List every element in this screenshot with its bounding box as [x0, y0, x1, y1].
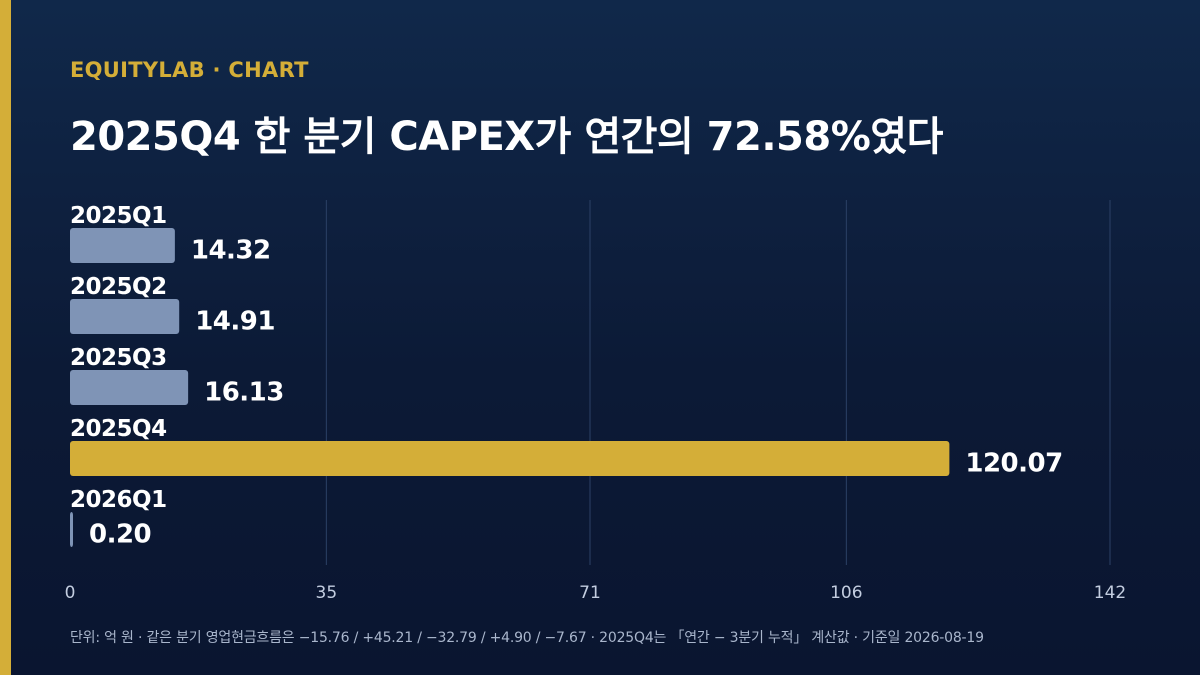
bar [70, 512, 73, 547]
chart-title: 2025Q4 한 분기 CAPEX가 연간의 72.58%였다 [70, 114, 943, 160]
bar [70, 228, 175, 263]
x-tick-label: 0 [65, 583, 76, 603]
value-label: 14.32 [191, 236, 271, 266]
x-tick-label: 106 [830, 583, 862, 603]
x-tick-label: 35 [316, 583, 338, 603]
category-label: 2026Q1 [70, 487, 167, 513]
bar [70, 299, 180, 334]
category-label: 2025Q3 [70, 345, 167, 371]
category-label: 2025Q1 [70, 203, 167, 229]
category-label: 2025Q4 [70, 416, 167, 442]
footnote: 단위: 억 원 · 같은 분기 영업현금흐름은 −15.76 / +45.21 … [70, 630, 984, 646]
value-label: 14.91 [195, 307, 275, 337]
bar [70, 441, 950, 476]
accent-stripe [0, 0, 11, 675]
value-label: 120.07 [965, 449, 1062, 479]
x-tick-label: 142 [1094, 583, 1126, 603]
category-label: 2025Q2 [70, 274, 167, 300]
x-tick-label: 71 [579, 583, 601, 603]
brand-label: EQUITYLAB · CHART [70, 58, 309, 82]
value-label: 0.20 [89, 520, 151, 550]
bar [70, 370, 189, 405]
value-label: 16.13 [204, 378, 284, 408]
